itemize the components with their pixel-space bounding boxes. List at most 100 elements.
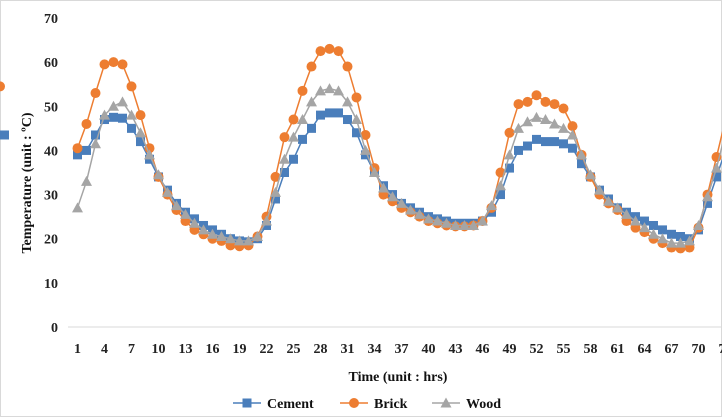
x-tick-label: 1 (74, 342, 81, 357)
data-point-cement (118, 113, 127, 123)
data-point-wood (675, 237, 686, 248)
data-point-cement (334, 108, 343, 118)
data-point-wood (513, 122, 524, 133)
series-layer (0, 43, 722, 254)
x-tick-label: 10 (152, 342, 166, 357)
x-tick-label: 67 (665, 342, 679, 357)
legend-item-cement: Cement (233, 397, 314, 412)
data-point-cement (280, 168, 289, 177)
legend-item-wood: Wood (432, 397, 501, 412)
legend-item-brick: Brick (340, 397, 408, 412)
data-point-cement (82, 145, 91, 155)
data-point-wood (495, 180, 506, 191)
data-point-wood (567, 129, 578, 140)
data-point-brick (135, 110, 146, 121)
data-point-cement (667, 229, 676, 239)
y-tick-label: 20 (44, 233, 58, 248)
data-point-wood (423, 213, 434, 224)
data-point-cement (136, 137, 145, 147)
data-point-wood (279, 153, 290, 164)
x-tick-label: 7 (128, 342, 135, 357)
data-point-brick (531, 90, 542, 101)
data-point-cement (307, 123, 316, 133)
data-point-brick (540, 96, 551, 107)
data-point-wood (387, 191, 398, 202)
data-point-cement (541, 137, 550, 147)
data-point-wood (396, 197, 407, 208)
y-tick-label: 10 (44, 277, 58, 292)
data-point-wood (81, 175, 92, 186)
data-point-cement (505, 163, 514, 173)
data-point-wood (585, 169, 596, 180)
data-point-cement (658, 225, 667, 235)
data-point-wood (621, 208, 632, 219)
legend-marker (440, 397, 452, 408)
data-point-wood (243, 235, 254, 246)
data-point-cement (568, 143, 577, 153)
data-point-cement (676, 232, 685, 242)
x-tick-label: 22 (260, 342, 274, 357)
data-point-wood (126, 109, 137, 120)
data-point-cement (577, 159, 586, 169)
data-point-brick (333, 46, 344, 57)
data-point-brick (558, 103, 569, 114)
data-point-wood (108, 100, 119, 111)
data-point-wood (522, 116, 533, 127)
data-point-wood (558, 122, 569, 133)
data-point-wood (261, 215, 272, 226)
data-point-wood (144, 149, 155, 160)
y-tick-label: 50 (44, 100, 58, 115)
y-tick-label: 70 (44, 12, 58, 27)
data-point-wood (684, 235, 695, 246)
x-tick-label: 55 (557, 342, 571, 357)
series-wood (72, 83, 722, 248)
data-point-cement (532, 134, 541, 144)
data-point-brick (567, 121, 578, 132)
data-point-wood (117, 96, 128, 107)
data-point-cement (109, 112, 118, 122)
data-point-wood (450, 219, 461, 230)
data-point-brick (117, 59, 128, 70)
data-point-cement (325, 108, 334, 118)
data-point-brick (522, 96, 533, 107)
data-point-wood (666, 237, 677, 248)
x-tick-label: 70 (692, 342, 706, 357)
x-tick-label: 43 (449, 342, 463, 357)
data-point-wood (603, 195, 614, 206)
data-point-wood (315, 85, 326, 96)
x-tick-label: 73 (719, 342, 722, 357)
legend-label: Wood (466, 397, 501, 412)
data-point-wood (630, 215, 641, 226)
x-tick-label: 4 (101, 342, 108, 357)
data-point-wood (648, 228, 659, 239)
data-point-wood (180, 208, 191, 219)
data-point-wood (288, 131, 299, 142)
data-point-wood (459, 219, 470, 230)
data-point-wood (324, 83, 335, 94)
data-point-wood (351, 114, 362, 125)
data-point-cement (712, 172, 721, 182)
data-point-brick (279, 132, 290, 143)
data-point-brick (324, 43, 335, 54)
data-point-brick (342, 61, 353, 72)
x-tick-label: 16 (206, 342, 220, 357)
data-point-wood (234, 235, 245, 246)
legend-marker (349, 398, 359, 408)
data-point-cement (0, 130, 9, 140)
data-point-wood (207, 228, 218, 239)
data-point-wood (549, 118, 560, 129)
data-point-wood (477, 215, 488, 226)
data-point-cement (496, 190, 505, 200)
data-point-cement (127, 123, 136, 133)
data-point-wood (252, 231, 263, 242)
x-tick-label: 46 (476, 342, 490, 357)
x-axis-ticks: 1 4 7 10 13 16 19 22 25 28 31 34 37 40 43 46 49 52 55 58 61 6… (74, 342, 722, 357)
data-point-cement (523, 141, 532, 151)
data-point-cement (703, 198, 712, 208)
data-point-wood (135, 127, 146, 138)
data-point-wood (405, 204, 416, 215)
data-point-wood (468, 219, 479, 230)
chart-legend: Cement Brick Wood (233, 397, 501, 412)
data-point-wood (540, 114, 551, 125)
x-tick-label: 28 (314, 342, 328, 357)
